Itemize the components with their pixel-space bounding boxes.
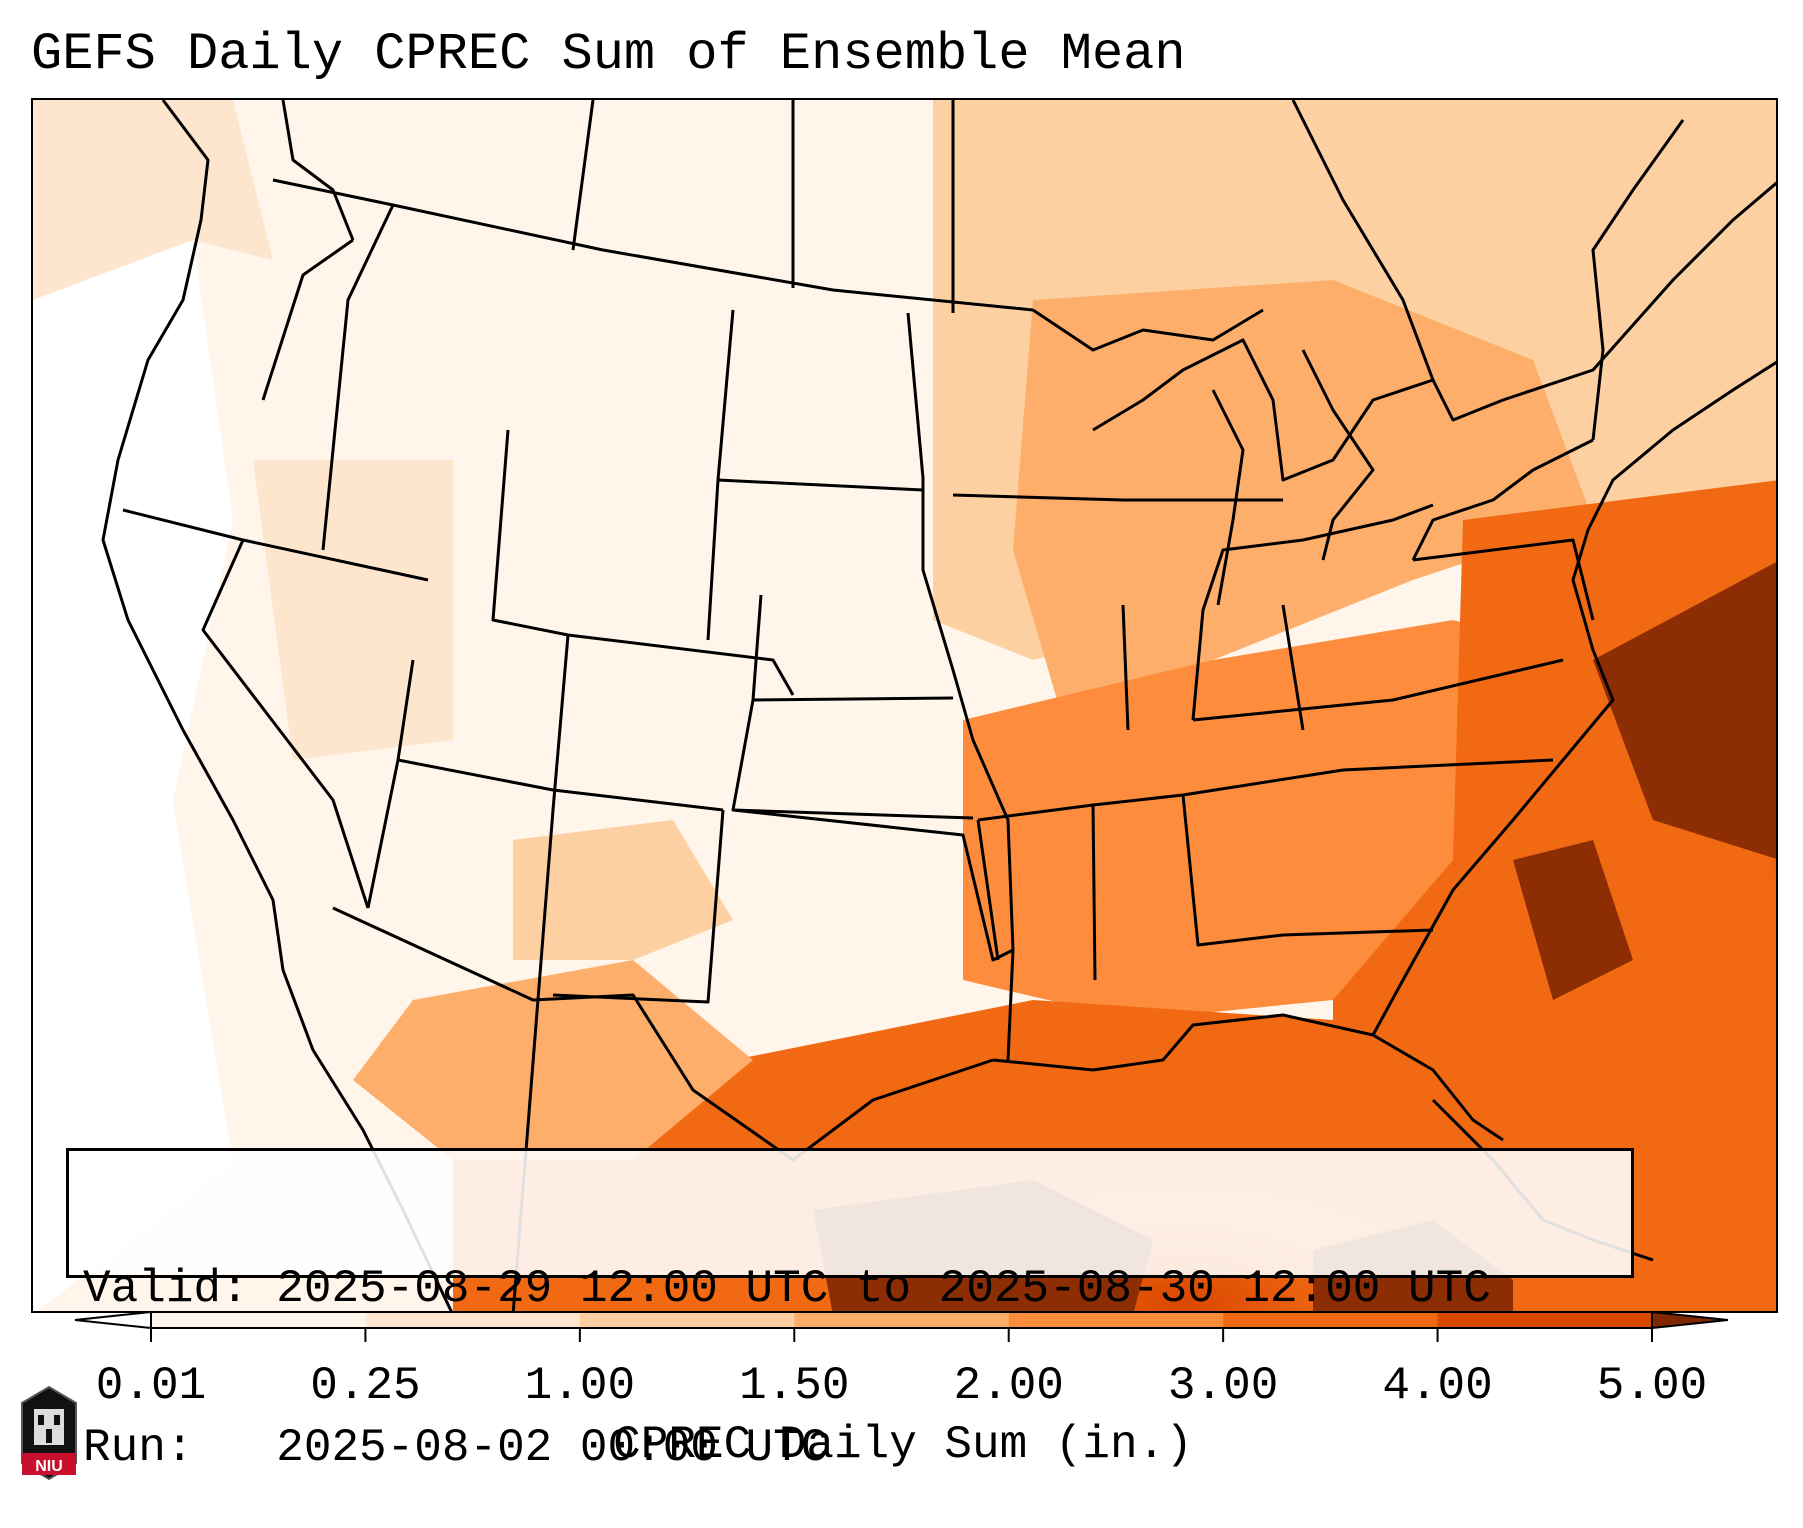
precip-shading	[33, 100, 1776, 1311]
colorbar-tick-label: 0.25	[310, 1360, 421, 1412]
colorbar-label: CPREC Daily Sum (in.)	[613, 1419, 1193, 1471]
colorbar-tick-label: 1.50	[739, 1360, 850, 1412]
colorbar-tick-label: 0.01	[95, 1360, 207, 1412]
colorbar-segment	[794, 1312, 1010, 1328]
colorbar-under-arrow	[74, 1310, 152, 1330]
page-title: GEFS Daily CPREC Sum of Ensemble Mean	[31, 25, 1186, 84]
colorbar	[74, 1310, 1729, 1342]
valid-time-text: Valid: 2025-08-29 12:00 UTC to 2025-08-3…	[83, 1263, 1491, 1315]
colorbar-tick-label: 1.00	[524, 1360, 636, 1412]
run-time-text: Run: 2025-08-02 00:00 UTC	[83, 1422, 829, 1474]
colorbar-segment	[1223, 1312, 1439, 1328]
coastlines-and-borders	[101, 100, 1776, 1311]
colorbar-tick-label: 2.00	[953, 1360, 1064, 1412]
colorbar-segment	[579, 1312, 795, 1328]
valid-run-info-box: Valid: 2025-08-29 12:00 UTC to 2025-08-3…	[66, 1148, 1634, 1474]
colorbar-segment	[1437, 1312, 1653, 1328]
map-panel	[31, 98, 1778, 1313]
colorbar-segment	[151, 1312, 366, 1328]
niu-logo	[21, 1385, 77, 1481]
colorbar-tick-label: 4.00	[1382, 1360, 1493, 1412]
precipitation-map	[33, 100, 1776, 1311]
colorbar-tick-label: 3.00	[1167, 1360, 1279, 1412]
colorbar-tick-label: 5.00	[1596, 1360, 1708, 1412]
niu-logo-text: NIU	[35, 1458, 63, 1475]
colorbar-segment	[1008, 1312, 1224, 1328]
colorbar-over-arrow	[1651, 1310, 1729, 1330]
colorbar-segment	[365, 1312, 581, 1328]
